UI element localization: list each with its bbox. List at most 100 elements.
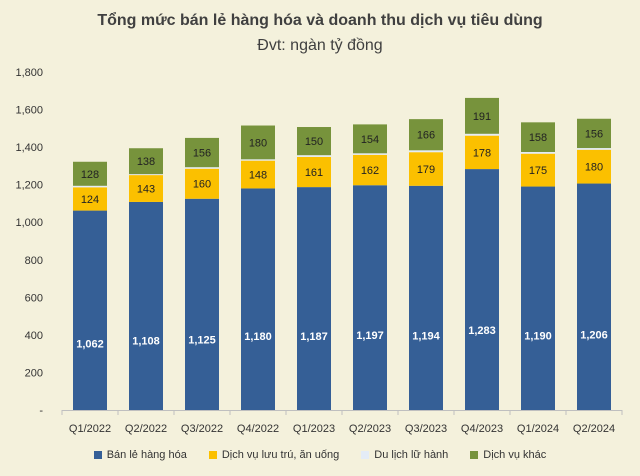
bar-segment bbox=[409, 185, 443, 410]
bar-segment bbox=[521, 122, 555, 152]
bar-segment bbox=[409, 119, 443, 151]
bar-segment bbox=[297, 156, 331, 188]
data-label: 178 bbox=[473, 147, 491, 159]
data-label: 160 bbox=[193, 179, 211, 191]
bar-segment bbox=[241, 159, 275, 161]
data-label: 191 bbox=[473, 111, 491, 123]
bar-segment bbox=[465, 133, 499, 136]
bar-segment bbox=[185, 167, 219, 169]
legend-item: Dịch vụ khác bbox=[470, 449, 546, 461]
legend-item: Bán lẻ hàng hóa bbox=[93, 449, 187, 461]
legend-swatch bbox=[361, 451, 370, 459]
y-tick-label: - bbox=[39, 405, 43, 417]
data-label: 143 bbox=[137, 184, 155, 196]
x-tick-label: Q3/2023 bbox=[405, 423, 447, 435]
bar-segment bbox=[577, 183, 611, 410]
bar-segment bbox=[353, 124, 387, 154]
bar-segment bbox=[465, 169, 499, 410]
bar-segment bbox=[521, 151, 555, 154]
chart-legend: Bán lẻ hàng hóa Dịch vụ lưu trú, ăn uống D… bbox=[0, 449, 640, 461]
data-label: 1,062 bbox=[76, 339, 104, 351]
bar-segment bbox=[129, 174, 163, 176]
data-label: 156 bbox=[585, 128, 603, 140]
y-tick-label: 1,400 bbox=[15, 142, 43, 154]
y-tick-label: 1,600 bbox=[15, 105, 43, 117]
bar-segment bbox=[241, 160, 275, 189]
bar-segment bbox=[297, 127, 331, 156]
bar-segment bbox=[353, 153, 387, 155]
bar-segment bbox=[577, 149, 611, 184]
data-label: 1,194 bbox=[412, 330, 440, 342]
data-label: 158 bbox=[529, 132, 547, 144]
data-label: 1,125 bbox=[188, 335, 216, 347]
data-label: 180 bbox=[249, 137, 267, 149]
legend-swatch bbox=[208, 451, 217, 459]
bar-segment bbox=[577, 118, 611, 149]
bar-segment bbox=[185, 168, 219, 199]
x-tick-label: Q4/2023 bbox=[461, 423, 503, 435]
data-label: 1,190 bbox=[524, 331, 552, 343]
y-tick-label: 800 bbox=[25, 255, 43, 267]
data-label: 150 bbox=[305, 136, 323, 148]
bar-segment bbox=[241, 188, 275, 410]
bar-segment bbox=[297, 187, 331, 410]
data-label: 180 bbox=[585, 162, 603, 174]
data-label: 161 bbox=[305, 167, 323, 179]
bar-segment bbox=[129, 148, 163, 175]
bar-segment bbox=[241, 125, 275, 160]
bar-segment bbox=[465, 135, 499, 170]
x-tick-label: Q1/2023 bbox=[293, 423, 335, 435]
data-label: 175 bbox=[529, 165, 547, 177]
data-label: 179 bbox=[417, 164, 435, 176]
x-tick-label: Q2/2024 bbox=[573, 423, 615, 435]
data-label: 138 bbox=[137, 156, 155, 168]
legend-label: Dịch vụ lưu trú, ăn uống bbox=[221, 449, 340, 461]
chart-subtitle: Đvt: ngàn tỷ đồng bbox=[257, 37, 383, 54]
data-label: 166 bbox=[417, 130, 435, 142]
bar-segment bbox=[465, 97, 499, 134]
x-tick-label: Q2/2023 bbox=[349, 423, 391, 435]
legend-label: Dịch vụ khác bbox=[483, 449, 547, 461]
y-tick-label: 1,800 bbox=[15, 67, 43, 79]
legend-swatch bbox=[470, 451, 479, 459]
bar-segment bbox=[353, 185, 387, 410]
bar-segment bbox=[521, 153, 555, 187]
bar-segment bbox=[73, 187, 107, 211]
legend-label: Bán lẻ hàng hóa bbox=[106, 449, 187, 461]
data-label: 1,206 bbox=[580, 330, 608, 342]
x-tick-label: Q2/2022 bbox=[125, 423, 167, 435]
bar-segment bbox=[353, 154, 387, 186]
data-label: 128 bbox=[81, 169, 99, 181]
data-label: 156 bbox=[193, 148, 211, 160]
legend-item: Dịch vụ lưu trú, ăn uống bbox=[208, 449, 340, 461]
data-label: 1,283 bbox=[468, 325, 496, 337]
bar-segment bbox=[129, 175, 163, 202]
y-tick-label: 1,200 bbox=[15, 180, 43, 192]
y-tick-label: 200 bbox=[25, 367, 43, 379]
data-label: 1,108 bbox=[132, 336, 160, 348]
y-tick-label: 400 bbox=[25, 330, 43, 342]
data-label: 1,187 bbox=[300, 331, 328, 343]
data-label: 1,180 bbox=[244, 331, 272, 343]
data-label: 124 bbox=[81, 194, 99, 206]
data-label: 154 bbox=[361, 134, 379, 146]
data-label: 148 bbox=[249, 170, 267, 182]
bar-segment bbox=[185, 198, 219, 410]
bar-segment bbox=[129, 201, 163, 410]
y-tick-label: 600 bbox=[25, 292, 43, 304]
data-label: 1,197 bbox=[356, 330, 384, 342]
legend-item: Du lịch lữ hành bbox=[361, 449, 448, 461]
bar-segment bbox=[185, 137, 219, 168]
chart-title: Tổng mức bán lẻ hàng hóa và doanh thu dị… bbox=[97, 12, 543, 29]
data-label: 162 bbox=[361, 165, 379, 177]
bar-segment bbox=[297, 155, 331, 157]
bar-segment bbox=[73, 185, 107, 188]
bar-segment bbox=[409, 150, 443, 153]
bar-segment bbox=[521, 186, 555, 410]
bar-segment bbox=[409, 152, 443, 186]
bar-segment bbox=[73, 161, 107, 186]
x-tick-label: Q1/2024 bbox=[517, 423, 559, 435]
legend-swatch bbox=[93, 451, 102, 459]
bar-segment bbox=[73, 210, 107, 410]
